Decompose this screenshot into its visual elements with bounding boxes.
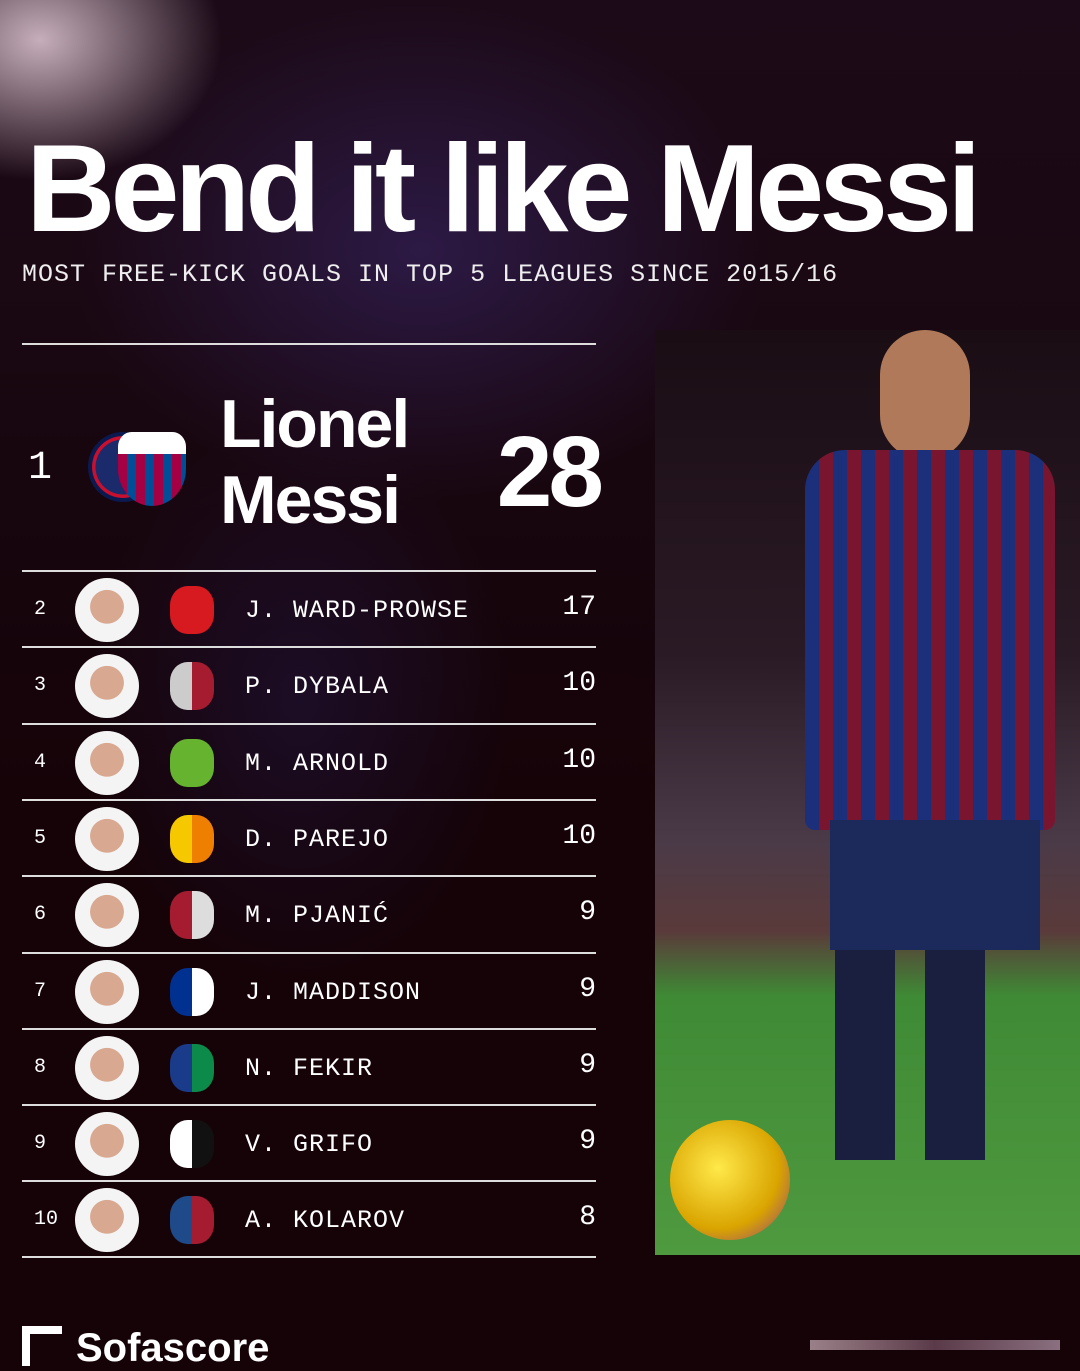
player-name: M. ARNOLD xyxy=(245,748,390,778)
table-row: 6 M. PJANIĆ 9 xyxy=(22,877,596,953)
club-crest-icon xyxy=(170,814,214,863)
page-title: Bend it like Messi xyxy=(26,120,982,258)
divider xyxy=(22,1104,596,1107)
divider xyxy=(22,798,596,801)
divider xyxy=(22,1256,596,1258)
divider xyxy=(22,343,596,345)
divider xyxy=(22,570,596,572)
table-row: 5 D. PAREJO 10 xyxy=(22,801,596,877)
goals-value: 9 xyxy=(579,1126,596,1158)
leader-rank: 1 xyxy=(28,446,53,491)
subtitle: MOST FREE-KICK GOALS IN TOP 5 LEAGUES SI… xyxy=(22,260,839,289)
rank: 5 xyxy=(34,826,47,850)
rank: 6 xyxy=(34,903,47,927)
club-crest-icon xyxy=(170,662,214,711)
divider xyxy=(22,951,596,954)
player-avatar xyxy=(75,1188,139,1253)
table-row: 7 J. MADDISON 9 xyxy=(22,954,596,1030)
club-crest-icon xyxy=(170,738,214,787)
goals-value: 10 xyxy=(562,820,596,852)
divider xyxy=(22,722,596,725)
leader-last-name: Messi xyxy=(220,462,401,538)
goals-value: 8 xyxy=(579,1202,596,1234)
table-row: 4 M. ARNOLD 10 xyxy=(22,725,596,801)
blurred-watermark xyxy=(810,1340,1060,1350)
player-name: V. GRIFO xyxy=(245,1130,374,1160)
divider xyxy=(22,875,596,878)
table-row: 3 P. DYBALA 10 xyxy=(22,648,596,724)
rank: 7 xyxy=(34,979,47,1003)
player-leg xyxy=(925,950,985,1160)
football-icon xyxy=(670,1120,790,1240)
table-row: 8 N. FEKIR 9 xyxy=(22,1030,596,1106)
player-name: P. DYBALA xyxy=(245,672,390,702)
leader-goals: 28 xyxy=(496,416,604,528)
goals-value: 17 xyxy=(562,592,596,623)
leader-name: Lionel Messi xyxy=(220,386,410,538)
club-crest-icon xyxy=(170,1043,214,1092)
player-name: N. FEKIR xyxy=(245,1053,374,1083)
player-avatar xyxy=(75,959,139,1024)
player-name: A. KOLAROV xyxy=(245,1206,406,1236)
player-avatar xyxy=(75,654,139,719)
player-avatar xyxy=(75,883,139,948)
goals-value: 10 xyxy=(562,668,596,700)
rank: 8 xyxy=(34,1055,47,1079)
club-crest-icon xyxy=(170,1120,214,1169)
divider xyxy=(22,1027,596,1030)
messi-photo xyxy=(655,330,1080,1255)
barcelona-crest-icon xyxy=(118,432,186,506)
player-head xyxy=(880,330,970,460)
rank: 9 xyxy=(34,1132,47,1156)
club-crest-icon xyxy=(170,1196,214,1245)
player-leg xyxy=(835,950,895,1160)
table-row: 10 A. KOLAROV 8 xyxy=(22,1182,596,1258)
player-name: J. MADDISON xyxy=(245,977,422,1007)
player-avatar xyxy=(75,578,139,642)
player-avatar xyxy=(75,730,139,795)
player-name: J. WARD-PROWSE xyxy=(245,596,470,625)
club-crest-icon xyxy=(170,967,214,1016)
player-shorts xyxy=(830,820,1040,950)
brand-name: Sofascore xyxy=(76,1326,270,1370)
player-avatar xyxy=(75,1035,139,1100)
player-name: D. PAREJO xyxy=(245,824,390,854)
player-avatar xyxy=(75,1112,139,1177)
goals-value: 10 xyxy=(562,744,596,776)
player-name: M. PJANIĆ xyxy=(245,901,390,931)
divider xyxy=(22,1180,596,1183)
goals-value: 9 xyxy=(579,1049,596,1081)
rank: 4 xyxy=(34,750,47,774)
player-avatar xyxy=(75,806,139,871)
table-row: 9 V. GRIFO 9 xyxy=(22,1106,596,1182)
club-crest-icon xyxy=(170,891,214,940)
rank: 3 xyxy=(34,674,47,698)
rank: 10 xyxy=(34,1208,59,1232)
goals-value: 9 xyxy=(579,973,596,1005)
leader-first-name: Lionel xyxy=(220,386,410,462)
rank: 2 xyxy=(34,598,47,621)
sofascore-logo: Sofascore xyxy=(22,1326,269,1371)
table-row: 2 J. WARD-PROWSE 17 xyxy=(22,572,596,648)
divider xyxy=(22,646,596,649)
player-shirt xyxy=(805,450,1055,830)
sofascore-mark-icon xyxy=(22,1326,62,1366)
club-crest-icon xyxy=(170,586,214,634)
goals-value: 9 xyxy=(579,897,596,929)
